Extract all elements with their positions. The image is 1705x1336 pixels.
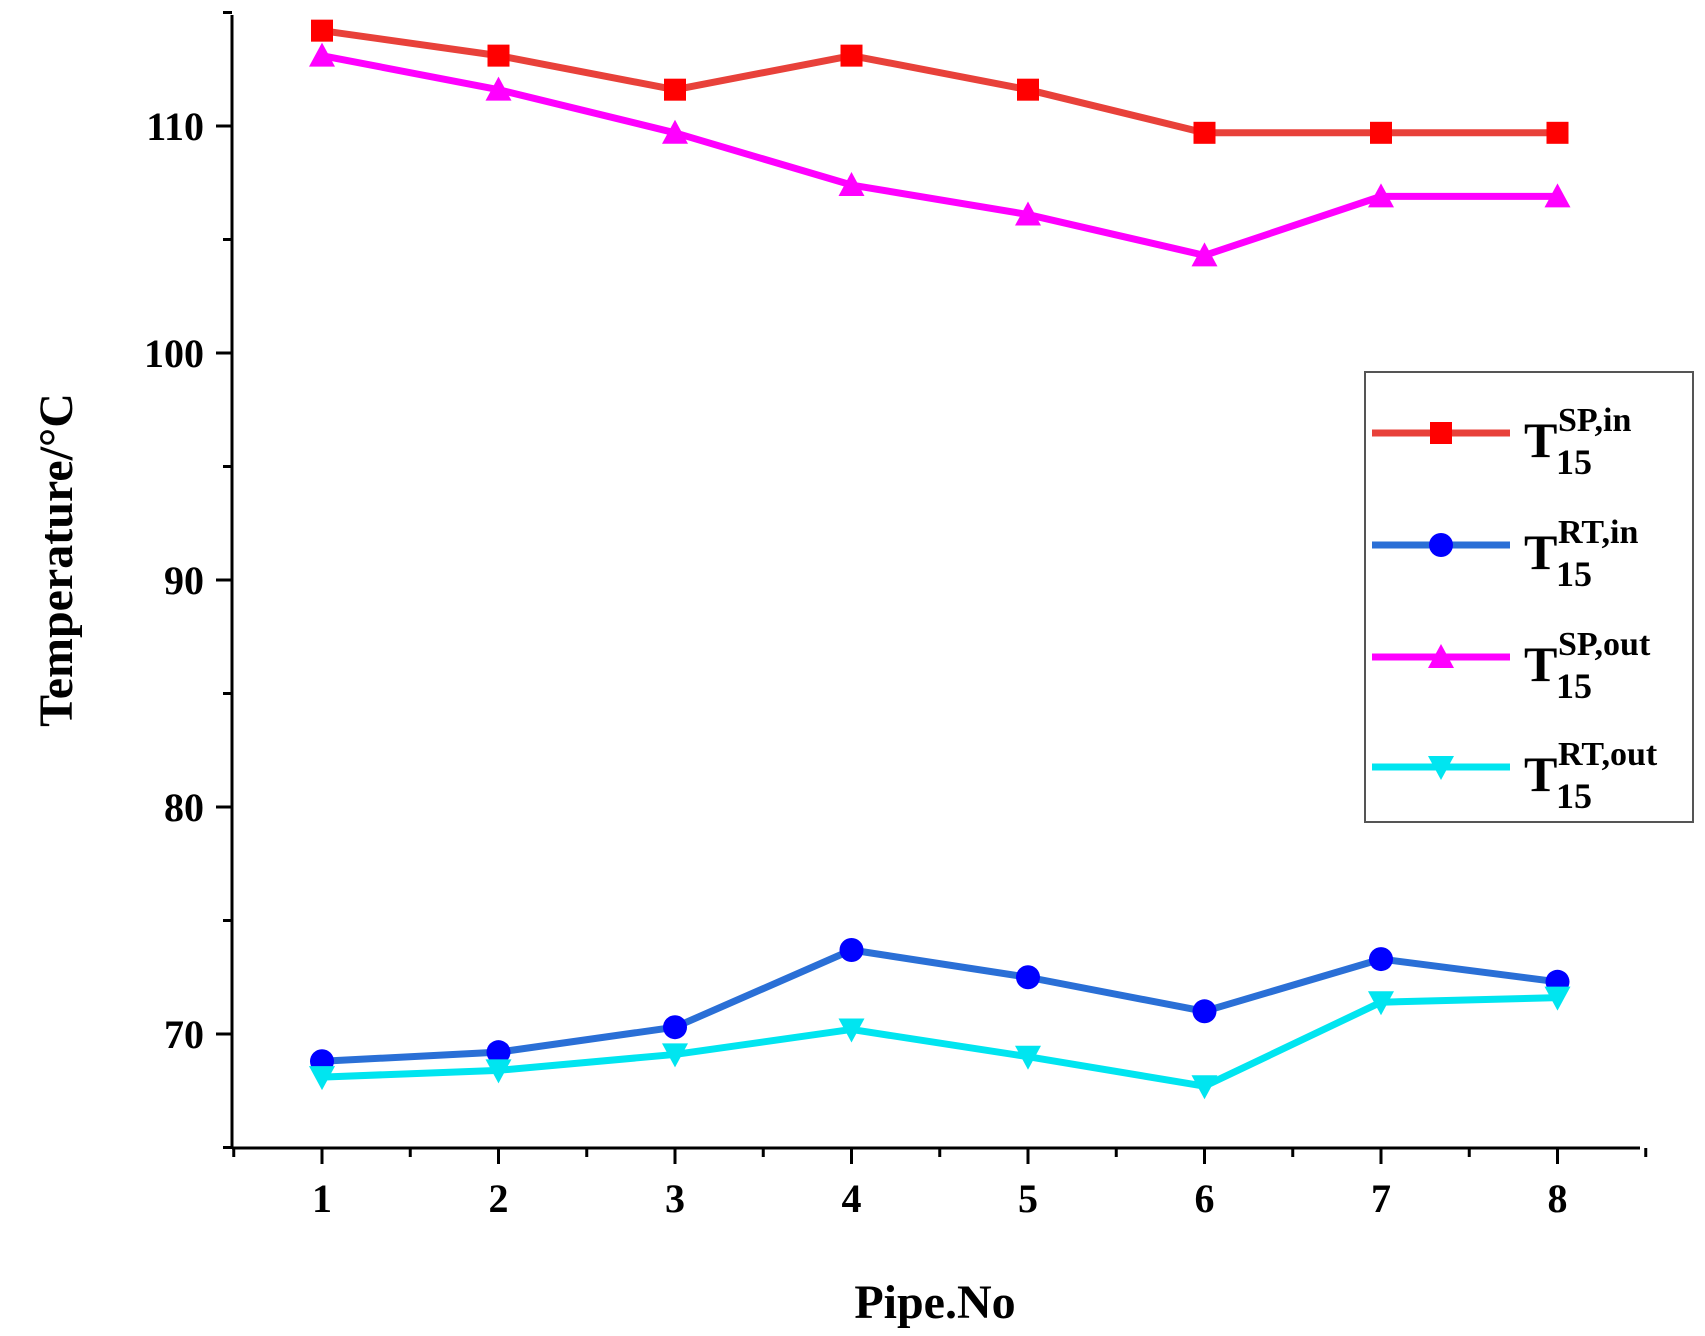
data-point	[838, 1018, 865, 1043]
data-point	[309, 42, 335, 67]
legend-label-subscript: 15	[1556, 776, 1592, 816]
series-line	[321, 52, 1558, 259]
legend-label-superscript: RT,out	[1558, 736, 1658, 773]
data-point	[662, 1043, 688, 1068]
x-tick-label: 2	[489, 1176, 509, 1221]
x-tick-label: 4	[842, 1176, 862, 1221]
legend-marker	[1428, 644, 1454, 668]
y-tick-label: 70	[164, 1012, 204, 1057]
y-tick-label: 110	[146, 104, 204, 149]
series-3	[309, 42, 1571, 267]
series-2	[310, 938, 1570, 1074]
axes: 70 80 90 100 110 1 2 3 4 5 6 7 8	[144, 11, 1648, 1221]
data-point	[1544, 986, 1571, 1011]
data-point	[1016, 965, 1040, 990]
x-axis-label: Pipe.No	[854, 1276, 1015, 1329]
x-tick-label: 8	[1548, 1176, 1568, 1221]
legend-label-subscript: 15	[1556, 666, 1592, 706]
data-point	[664, 78, 686, 101]
data-point	[1017, 78, 1039, 101]
data-point	[485, 1059, 512, 1084]
legend-label-main: T	[1524, 412, 1557, 468]
y-tick-label: 100	[144, 331, 204, 376]
data-point	[487, 44, 510, 67]
data-point	[1015, 201, 1041, 226]
data-point	[839, 938, 864, 963]
legend-label-superscript: SP,out	[1558, 626, 1651, 663]
x-tick-label: 1	[312, 1176, 332, 1221]
data-point	[838, 172, 865, 197]
data-point	[1370, 121, 1392, 144]
legend-marker	[1429, 533, 1453, 557]
data-point	[1193, 121, 1216, 144]
data-point	[309, 1066, 335, 1091]
data-point	[1546, 121, 1569, 144]
legend-label-subscript: 15	[1556, 442, 1592, 482]
legend-marker	[1430, 422, 1452, 444]
series-line	[321, 946, 1558, 1065]
legend-label-main: T	[1524, 746, 1557, 802]
x-tick-label: 5	[1018, 1176, 1038, 1221]
legend-label-superscript: RT,in	[1558, 514, 1638, 551]
data-point	[1191, 242, 1218, 267]
legend-label-superscript: SP,in	[1558, 402, 1632, 439]
x-tick-label: 3	[665, 1176, 685, 1221]
series-1	[311, 19, 1569, 144]
legend-label-main: T	[1524, 524, 1557, 580]
data-point	[1369, 947, 1393, 972]
data-point	[840, 44, 863, 67]
data-point	[486, 1040, 511, 1065]
x-tick-label: 7	[1371, 1176, 1391, 1221]
data-point	[1015, 1045, 1041, 1070]
data-point	[663, 1015, 687, 1040]
data-point	[662, 119, 688, 144]
legend-box	[1364, 371, 1694, 823]
series-4	[309, 986, 1571, 1100]
data-point	[485, 76, 512, 101]
y-axis-label: Temperature/°C	[30, 393, 83, 727]
legend-label-main: T	[1524, 636, 1557, 692]
series-line	[321, 27, 1558, 137]
data-point	[1191, 1075, 1218, 1100]
x-tick-label: 6	[1195, 1176, 1215, 1221]
data-point	[1368, 183, 1394, 208]
y-tick-label: 90	[164, 558, 204, 603]
series-layer	[309, 19, 1571, 1100]
data-point	[1368, 991, 1394, 1016]
series-line	[321, 994, 1558, 1090]
data-point	[1544, 183, 1571, 208]
data-point	[1192, 999, 1217, 1024]
data-point	[311, 19, 333, 42]
y-tick-label: 80	[164, 785, 204, 830]
legend-label-subscript: 15	[1556, 554, 1592, 594]
legend-marker	[1428, 756, 1454, 780]
